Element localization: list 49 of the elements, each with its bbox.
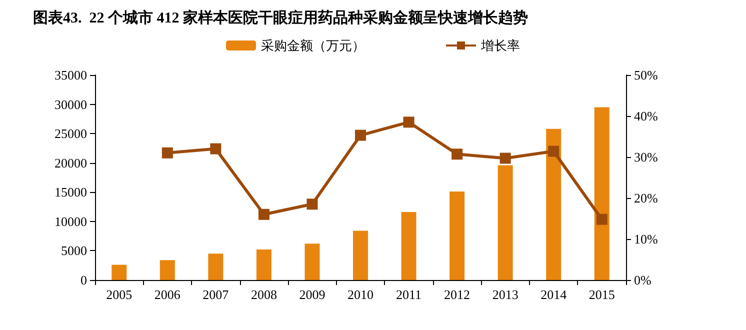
point <box>403 116 414 128</box>
x-tick-label: 2005 <box>106 287 132 302</box>
bar <box>546 128 562 280</box>
bar <box>208 254 224 280</box>
point <box>355 130 366 141</box>
point <box>596 214 608 225</box>
point <box>258 208 270 220</box>
x-tick-label: 2012 <box>444 287 470 302</box>
y2-tick-label: 30% <box>634 150 658 164</box>
x-tick-label: 2011 <box>396 287 422 302</box>
x-tick-label: 2015 <box>588 287 615 302</box>
bar <box>401 212 416 280</box>
y2-tick-label: 50% <box>634 68 658 82</box>
bar <box>256 250 272 280</box>
point <box>306 198 318 210</box>
bar <box>498 165 513 280</box>
y2-tick-label: 20% <box>634 190 658 206</box>
legend-label: 采购金额（万元） <box>261 38 365 53</box>
bar <box>160 260 175 280</box>
x-tick-label: 2007 <box>202 287 230 302</box>
y2-tick-label: 0% <box>634 272 652 288</box>
y-tick-label: 35000 <box>54 68 87 82</box>
x-tick-label: 2010 <box>348 287 374 302</box>
bar <box>304 244 320 280</box>
y-tick-label: 20000 <box>54 155 87 170</box>
bar <box>112 264 127 280</box>
y-tick-label: 0 <box>80 272 87 288</box>
chart-title: 图表43. 22 个城市 412 家样本医院干眼症用药品种采购金额呈快速增长趋势 <box>33 8 528 26</box>
y-tick-label: 25000 <box>54 126 87 142</box>
y2-tick-label: 40% <box>634 108 658 124</box>
bar <box>353 230 368 280</box>
point <box>500 152 511 164</box>
legend-label: 增长率 <box>480 38 520 53</box>
y-tick-label: 5000 <box>61 243 87 258</box>
y-tick-label: 30000 <box>54 96 87 112</box>
bar <box>594 107 610 280</box>
bar <box>450 192 465 280</box>
x-tick-label: 2013 <box>492 287 518 302</box>
x-tick-label: 2006 <box>154 287 181 302</box>
point <box>162 147 173 158</box>
point <box>210 143 222 154</box>
point <box>452 148 463 160</box>
x-tick-label: 2014 <box>540 287 568 302</box>
x-tick-label: 2008 <box>250 287 277 302</box>
x-tick-label: 2009 <box>299 287 326 302</box>
point <box>548 146 560 157</box>
y-tick-label: 15000 <box>54 184 87 200</box>
y2-tick-label: 10% <box>634 232 658 246</box>
y-tick-label: 10000 <box>54 214 87 229</box>
